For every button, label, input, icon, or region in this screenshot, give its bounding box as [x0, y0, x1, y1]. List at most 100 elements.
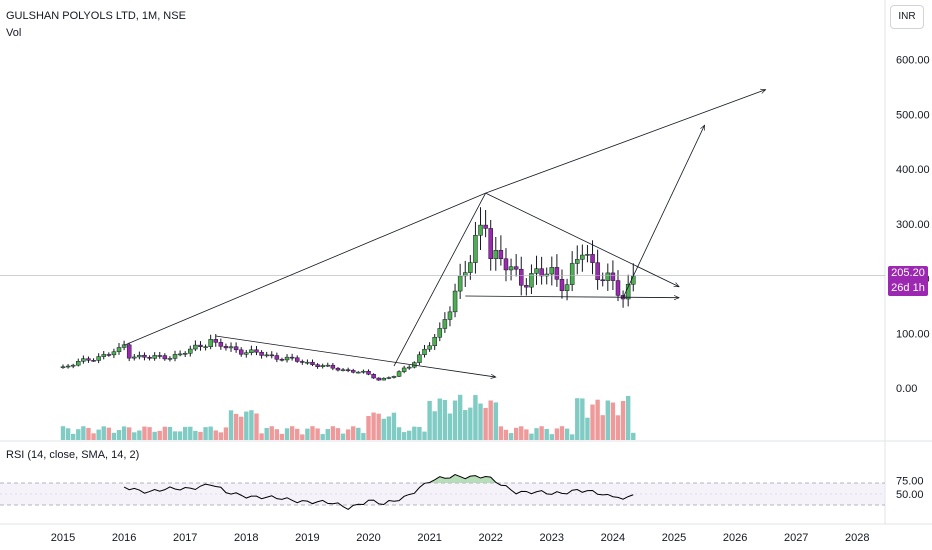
volume-bar: [554, 428, 560, 440]
volume-bar: [539, 426, 544, 440]
candle-body: [111, 351, 117, 356]
candle-body: [575, 259, 580, 264]
candle-body: [452, 290, 458, 313]
candle-body: [513, 266, 519, 270]
volume-bar: [91, 433, 96, 440]
candle-body: [595, 262, 600, 281]
volume-legend[interactable]: Vol: [6, 27, 22, 39]
volume-bar: [269, 426, 274, 440]
volume-bar: [361, 433, 366, 440]
candle-body: [233, 346, 239, 351]
volume-bar: [340, 433, 346, 440]
candle-body: [493, 250, 499, 259]
rsi-line: [123, 474, 634, 510]
volume-bar: [544, 428, 549, 440]
candle-body: [203, 346, 208, 349]
candle-body: [391, 376, 397, 378]
volume-bar: [580, 398, 585, 440]
volume-bar: [137, 430, 142, 440]
candle-body: [152, 355, 157, 359]
candle-body: [483, 224, 488, 229]
candle-body: [600, 279, 605, 282]
time-axis-label: 2022: [478, 532, 502, 544]
last-price-value: 205.20: [891, 267, 925, 279]
candle-body: [554, 267, 560, 280]
price-axis-label: 100.00: [896, 328, 930, 340]
candle-body: [305, 361, 310, 364]
volume-bar: [442, 399, 448, 440]
trendline-long-term-support: [123, 192, 486, 346]
volume-bar: [417, 427, 422, 440]
candle-body: [330, 364, 336, 369]
candle-body: [529, 273, 534, 288]
volume-bar: [142, 426, 147, 440]
volume-bar: [615, 415, 621, 440]
price-axis-label: 400.00: [896, 164, 930, 176]
volume-bar: [610, 402, 616, 440]
candle-body: [478, 224, 483, 236]
candle-body: [534, 268, 539, 274]
candle-body: [356, 371, 361, 374]
volume-bar: [279, 433, 285, 440]
candle-body: [126, 344, 132, 359]
volume-bar: [65, 428, 71, 440]
volume-bar: [605, 400, 611, 440]
volume-bar: [493, 402, 498, 440]
candle-body: [345, 369, 351, 371]
candle-body: [81, 358, 86, 362]
candle-body: [208, 339, 213, 348]
symbol-title[interactable]: GULSHAN POLYOLS LTD, 1M, NSE: [6, 10, 186, 22]
candle-body: [137, 354, 142, 358]
volume-bar: [412, 426, 417, 440]
candle-body: [544, 273, 549, 277]
candle-body: [580, 254, 585, 260]
trendline-descending-resistance: [215, 335, 496, 377]
candle-body: [177, 353, 183, 356]
candle-body: [585, 254, 590, 256]
volume-bar: [575, 398, 580, 440]
currency-selector[interactable]: INR: [890, 5, 924, 29]
volume-bar: [422, 431, 427, 440]
candle-body: [432, 336, 437, 346]
candle-body: [396, 371, 402, 377]
trendline-triangle-base: [465, 296, 679, 298]
volume-bar: [162, 426, 168, 440]
time-axis-label: 2021: [417, 532, 441, 544]
volume-bar: [295, 428, 300, 440]
volume-bar: [70, 433, 76, 440]
volume-bar: [111, 432, 117, 440]
volume-bar: [549, 434, 554, 440]
candle-body: [361, 370, 366, 373]
volume-bar: [585, 417, 590, 440]
volume-bar: [228, 410, 234, 440]
rsi-legend[interactable]: RSI (14, close, SMA, 14, 2): [6, 449, 140, 461]
bar-countdown: 26d 1h: [891, 282, 925, 294]
candle-body: [162, 355, 168, 360]
candle-body: [498, 250, 504, 260]
candle-body: [116, 347, 122, 353]
volume-bar: [60, 426, 66, 440]
time-axis-label: 2015: [51, 532, 75, 544]
candle-body: [238, 349, 244, 355]
volume-bar: [513, 427, 519, 440]
candle-body: [401, 367, 407, 372]
volume-group: [60, 394, 636, 440]
volume-bar: [239, 416, 244, 440]
volume-bar: [81, 426, 86, 440]
candle-body: [539, 268, 544, 277]
volume-bar: [371, 412, 376, 440]
volume-bar: [463, 410, 468, 440]
volume-bar: [595, 399, 600, 440]
candle-body: [340, 369, 346, 371]
candle-body: [249, 349, 254, 353]
candle-body: [605, 272, 611, 281]
candle-body: [121, 344, 127, 348]
volume-bar: [524, 429, 529, 440]
candle-body: [65, 365, 71, 368]
volume-bar: [330, 426, 336, 440]
candle-body: [335, 367, 341, 371]
candle-body: [106, 354, 112, 356]
candle-body: [350, 370, 356, 373]
